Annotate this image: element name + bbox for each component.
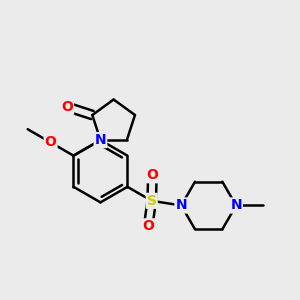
Text: O: O <box>61 100 73 114</box>
Text: S: S <box>147 194 157 208</box>
Text: O: O <box>146 168 158 182</box>
Text: N: N <box>95 133 106 147</box>
Text: N: N <box>230 199 242 212</box>
Text: N: N <box>176 199 187 212</box>
Text: O: O <box>142 219 154 233</box>
Text: O: O <box>45 135 56 149</box>
